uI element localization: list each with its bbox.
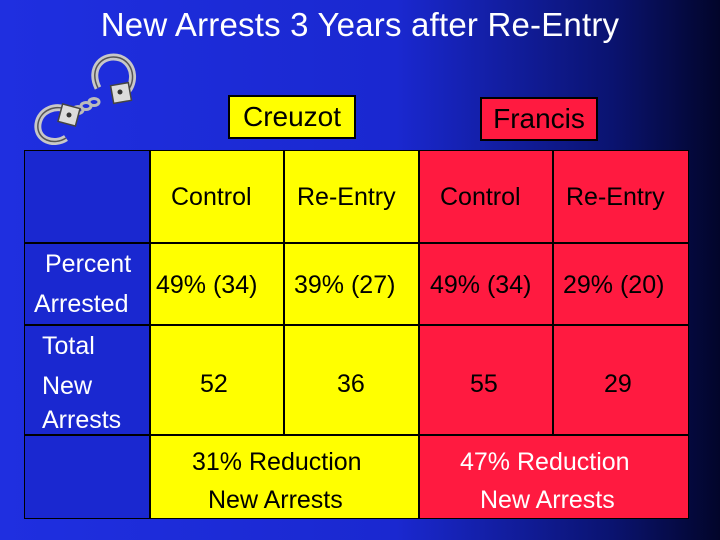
row-label-arrests: Arrests [42,406,122,434]
column-header: Control [440,183,521,211]
summary-new-arrests-francis: New Arrests [480,486,615,514]
percent-value: 49% (34) [430,271,532,299]
total-cell [150,325,284,435]
percent-cell [419,243,553,325]
total-value: 29 [604,370,632,398]
total-value: 52 [200,370,228,398]
total-cell [284,325,419,435]
column-header: Re-Entry [297,183,396,211]
total-cell [553,325,689,435]
handcuffs-icon [34,53,136,145]
summary-reduction-francis: 47% Reduction [460,448,630,476]
row-header-percent [24,243,150,325]
group-label-francis: Francis [480,97,598,141]
slide-title: New Arrests 3 Years after Re-Entry [100,6,620,43]
total-value: 55 [470,370,498,398]
row-label-arrested: Arrested [34,290,129,318]
summary-cell-francis [419,435,689,519]
row-header-total [24,325,150,435]
percent-cell [284,243,419,325]
percent-value: 29% (20) [563,271,665,299]
row-label-new: New [42,372,93,400]
column-header: Control [171,183,252,211]
header-cell-creuzot-reentry: Re-Entry [284,150,419,243]
header-cell-creuzot-control: Control [150,150,284,243]
percent-value: 39% (27) [294,271,396,299]
percent-cell [553,243,689,325]
percent-value: 49% (34) [156,271,258,299]
summary-new-arrests-creuzot: New Arrests [208,486,343,514]
row-label-total: Total [42,332,95,360]
column-header: Re-Entry [566,183,665,211]
total-cell [419,325,553,435]
summary-cell-creuzot [150,435,419,519]
summary-corner-cell [24,435,150,519]
group-label-creuzot: Creuzot [228,95,356,139]
row-label-percent: Percent [45,250,132,278]
header-cell-francis-reentry: Re-Entry [553,150,689,243]
table-corner-cell [24,150,150,243]
total-value: 36 [337,370,365,398]
summary-reduction-creuzot: 31% Reduction [192,448,362,476]
percent-cell [150,243,284,325]
header-cell-francis-control: Control [419,150,553,243]
